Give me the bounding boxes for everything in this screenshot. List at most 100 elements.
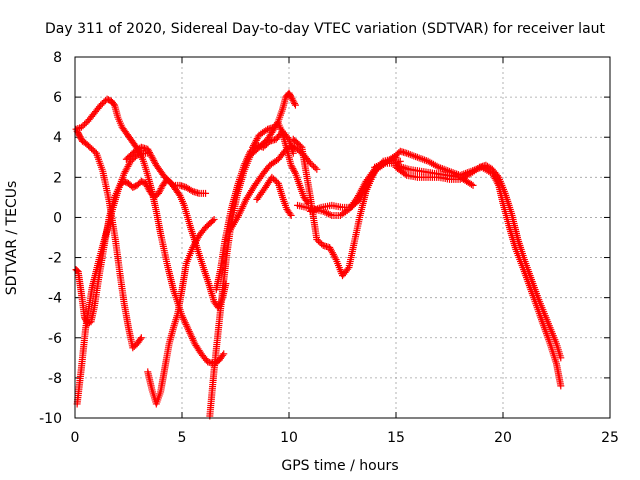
data-point (259, 143, 267, 151)
data-point (147, 152, 155, 160)
series-arc-p (392, 161, 565, 362)
data-point (316, 239, 324, 247)
data-point (273, 178, 281, 186)
y-axis-label: SDTVAR / TECUs (4, 181, 20, 296)
series-arc-k (253, 173, 295, 219)
data-point (286, 92, 294, 100)
data-point (313, 236, 321, 244)
y-tick-label: 8 (53, 50, 62, 66)
data-point (314, 237, 322, 245)
data-point (142, 181, 150, 189)
data-point (136, 335, 144, 343)
data-point (144, 145, 152, 153)
data-point (396, 157, 404, 165)
data-point (287, 93, 295, 101)
data-point (146, 150, 154, 158)
data-point (149, 155, 157, 163)
data-point (210, 215, 218, 223)
data-point (311, 164, 319, 172)
data-point (306, 159, 314, 167)
data-point (79, 122, 87, 130)
data-point (137, 334, 145, 342)
data-point (219, 351, 227, 359)
series-arc-q (392, 161, 477, 189)
data-point (287, 211, 295, 219)
data-series (72, 89, 565, 420)
data-point (209, 217, 217, 225)
data-point (145, 147, 153, 155)
data-point (493, 172, 501, 180)
data-point (291, 101, 299, 109)
data-point (308, 161, 316, 169)
data-point (288, 95, 296, 103)
data-point (290, 98, 298, 106)
data-point (557, 354, 565, 362)
y-tick-label: -6 (48, 331, 62, 347)
data-point (286, 210, 294, 218)
data-point (289, 96, 297, 104)
data-point (98, 100, 106, 108)
series-arc-i (225, 141, 321, 235)
data-point (291, 100, 299, 108)
data-point (401, 170, 409, 178)
plot-frame (74, 56, 611, 419)
y-tick-label: -2 (48, 251, 62, 267)
y-tick-label: 0 (53, 210, 62, 226)
data-point (220, 350, 228, 358)
data-point (269, 175, 277, 183)
x-tick-label: 25 (601, 430, 619, 446)
data-point (261, 142, 269, 150)
series-arc-o (371, 147, 565, 390)
data-point (326, 211, 334, 219)
data-point (288, 163, 296, 171)
x-tick-label: 0 (71, 430, 80, 446)
data-point (156, 186, 164, 194)
data-point (88, 145, 96, 153)
y-tick-label: -8 (48, 371, 62, 387)
data-point (290, 166, 298, 174)
data-point (467, 180, 475, 188)
data-point (271, 176, 279, 184)
data-point (142, 179, 150, 187)
x-tick-label: 20 (494, 430, 512, 446)
data-point (202, 189, 210, 197)
data-point (144, 184, 152, 192)
data-point (155, 188, 163, 196)
y-tick-label: -10 (39, 411, 62, 427)
series-arc-e (122, 143, 210, 197)
x-tick-label: 15 (387, 430, 405, 446)
data-point (268, 173, 276, 181)
data-point (91, 148, 99, 156)
data-point (324, 210, 332, 218)
data-point (100, 98, 108, 106)
data-point (344, 265, 352, 273)
data-point (110, 100, 118, 108)
y-tick-label: 6 (53, 90, 62, 106)
data-point (310, 162, 318, 170)
y-tick-label: -4 (48, 291, 62, 307)
data-point (289, 165, 297, 173)
data-point (157, 185, 165, 193)
series-arc-f (144, 215, 218, 408)
data-point (313, 165, 321, 173)
data-point (76, 133, 84, 141)
data-point (148, 153, 156, 161)
data-point (150, 156, 158, 164)
data-point (143, 183, 151, 191)
grid-lines (75, 57, 610, 418)
data-point (287, 161, 295, 169)
series-arc-n (306, 157, 404, 215)
data-point (474, 165, 482, 173)
series-arc-c (72, 175, 230, 328)
data-point (97, 101, 105, 109)
data-point (89, 146, 97, 154)
data-point (128, 156, 136, 164)
y-tick-label: 2 (53, 170, 62, 186)
data-point (323, 209, 331, 217)
data-point (291, 168, 299, 176)
x-tick-label: 10 (280, 430, 298, 446)
data-point (81, 120, 89, 128)
data-point (295, 147, 303, 155)
data-point (331, 254, 339, 262)
